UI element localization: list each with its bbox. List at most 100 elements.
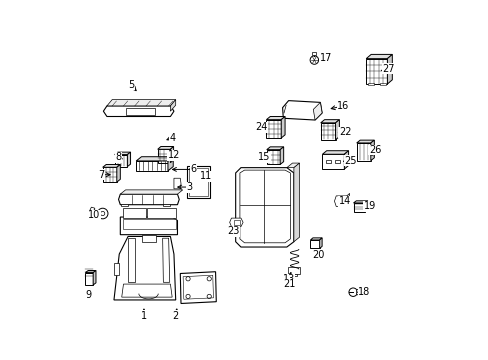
Polygon shape [121,204,128,207]
Polygon shape [286,163,299,168]
Polygon shape [118,194,179,205]
Circle shape [309,56,318,64]
Text: 9: 9 [85,290,91,300]
Text: 25: 25 [344,156,356,166]
Polygon shape [266,117,285,120]
Polygon shape [128,238,135,282]
Circle shape [185,294,190,298]
Text: 16: 16 [336,101,349,111]
Text: 6: 6 [190,165,196,174]
Text: 3: 3 [186,182,192,192]
Polygon shape [266,150,280,165]
Polygon shape [320,120,339,123]
Polygon shape [114,237,175,300]
Polygon shape [266,147,283,150]
Polygon shape [379,83,385,85]
Circle shape [101,211,104,216]
Polygon shape [344,151,348,169]
Polygon shape [120,217,177,235]
Polygon shape [229,218,243,226]
Polygon shape [366,54,391,59]
Circle shape [207,277,211,281]
Polygon shape [320,123,335,140]
Polygon shape [142,235,156,242]
Text: 12: 12 [167,150,180,160]
Circle shape [348,288,357,296]
Text: 1: 1 [141,311,147,321]
Polygon shape [158,147,173,149]
Polygon shape [366,59,386,84]
Polygon shape [102,165,120,167]
Polygon shape [90,207,95,211]
Polygon shape [322,151,348,154]
Polygon shape [312,52,316,55]
Polygon shape [127,152,130,167]
Polygon shape [290,274,297,276]
Text: 5: 5 [127,80,134,90]
Text: 7: 7 [98,170,104,180]
Polygon shape [364,201,367,212]
Circle shape [97,208,108,219]
Polygon shape [353,203,364,212]
Text: 11: 11 [199,171,211,181]
Polygon shape [174,178,181,189]
Polygon shape [170,147,173,163]
Polygon shape [85,270,96,273]
Polygon shape [163,204,170,207]
Polygon shape [93,270,96,285]
Polygon shape [310,240,319,248]
Text: 23: 23 [226,226,239,236]
Polygon shape [353,201,367,203]
Polygon shape [293,163,299,242]
Polygon shape [126,108,154,115]
Polygon shape [335,120,339,140]
Polygon shape [282,100,322,120]
Polygon shape [334,196,348,207]
Polygon shape [114,154,127,167]
Polygon shape [102,167,117,182]
Polygon shape [367,83,373,85]
Text: 13: 13 [282,274,294,284]
Polygon shape [266,120,281,138]
Polygon shape [158,149,170,163]
Polygon shape [120,190,183,194]
Polygon shape [356,140,374,143]
Polygon shape [122,219,175,229]
Text: 10: 10 [88,210,101,220]
Text: 26: 26 [368,145,381,155]
Text: 17: 17 [319,53,331,63]
Polygon shape [114,263,119,275]
Polygon shape [370,140,374,161]
Polygon shape [287,267,300,274]
Text: 4: 4 [169,133,175,143]
Text: 2: 2 [172,311,179,321]
Polygon shape [187,166,209,198]
Text: 15: 15 [257,152,269,162]
Text: 21: 21 [283,279,295,289]
Text: 20: 20 [312,250,324,260]
Polygon shape [322,154,344,169]
Polygon shape [310,238,322,240]
Text: 8: 8 [115,152,122,162]
Polygon shape [313,102,322,120]
Polygon shape [180,272,216,303]
Polygon shape [163,238,169,282]
Polygon shape [114,152,130,154]
Polygon shape [235,168,293,247]
Circle shape [185,277,190,281]
Polygon shape [370,148,374,156]
Text: 19: 19 [363,202,375,211]
Polygon shape [280,147,283,165]
Circle shape [207,294,211,298]
Text: 27: 27 [382,64,394,74]
Polygon shape [103,106,174,117]
Polygon shape [136,157,173,161]
Text: 22: 22 [338,127,350,138]
Polygon shape [122,208,145,218]
Polygon shape [319,238,322,248]
Polygon shape [117,165,120,182]
Text: 24: 24 [255,122,267,132]
Polygon shape [122,284,172,297]
Text: 18: 18 [358,287,370,297]
Text: 14: 14 [338,196,350,206]
